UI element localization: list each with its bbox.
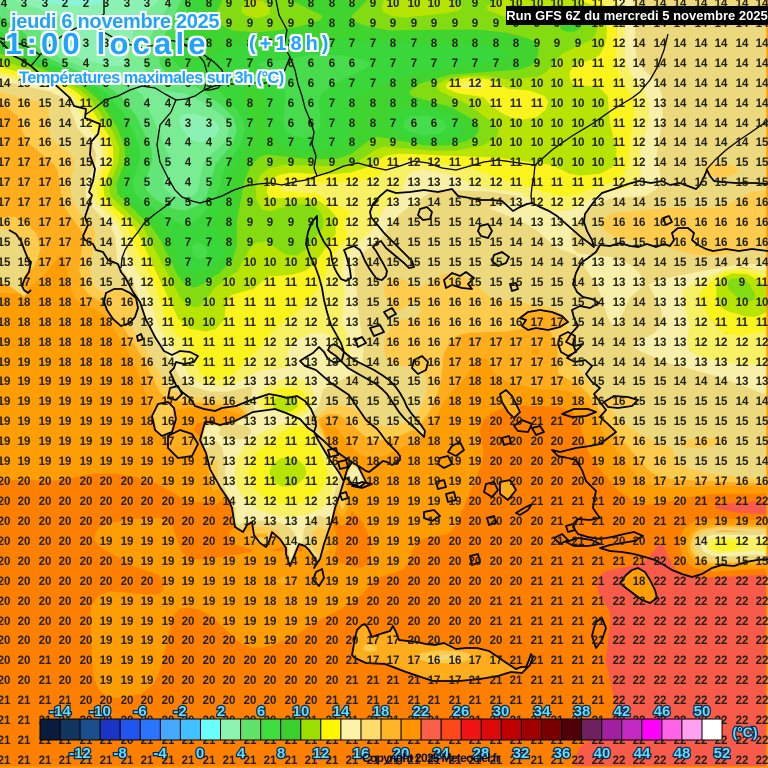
svg-text:44: 44 [634, 745, 651, 762]
svg-text:12: 12 [313, 745, 330, 762]
svg-text:-6: -6 [133, 703, 146, 720]
svg-text:26: 26 [453, 703, 470, 720]
svg-text:-2: -2 [173, 703, 186, 720]
svg-text:52: 52 [714, 745, 731, 762]
svg-text:0: 0 [196, 745, 204, 762]
svg-text:14: 14 [333, 703, 350, 720]
svg-text:40: 40 [594, 745, 611, 762]
svg-text:6: 6 [257, 703, 265, 720]
svg-text:42: 42 [614, 703, 631, 720]
svg-text:10: 10 [293, 703, 310, 720]
svg-text:34: 34 [534, 703, 551, 720]
svg-text:22: 22 [413, 703, 430, 720]
svg-text:28: 28 [473, 745, 490, 762]
svg-text:18: 18 [373, 703, 390, 720]
svg-text:-8: -8 [113, 745, 126, 762]
svg-text:36: 36 [554, 745, 571, 762]
svg-text:2: 2 [217, 703, 225, 720]
svg-text:-4: -4 [153, 745, 167, 762]
svg-text:(°C): (°C) [732, 724, 757, 740]
svg-text:-12: -12 [69, 745, 91, 762]
svg-text:50: 50 [694, 703, 711, 720]
svg-text:-14: -14 [49, 703, 71, 720]
svg-text:24: 24 [433, 745, 450, 762]
svg-text:16: 16 [353, 745, 370, 762]
svg-text:48: 48 [674, 745, 691, 762]
svg-text:-10: -10 [89, 703, 111, 720]
svg-text:30: 30 [493, 703, 510, 720]
svg-text:8: 8 [277, 745, 285, 762]
svg-text:4: 4 [237, 745, 246, 762]
svg-text:38: 38 [574, 703, 591, 720]
svg-text:20: 20 [393, 745, 410, 762]
svg-text:46: 46 [654, 703, 671, 720]
svg-text:32: 32 [513, 745, 530, 762]
